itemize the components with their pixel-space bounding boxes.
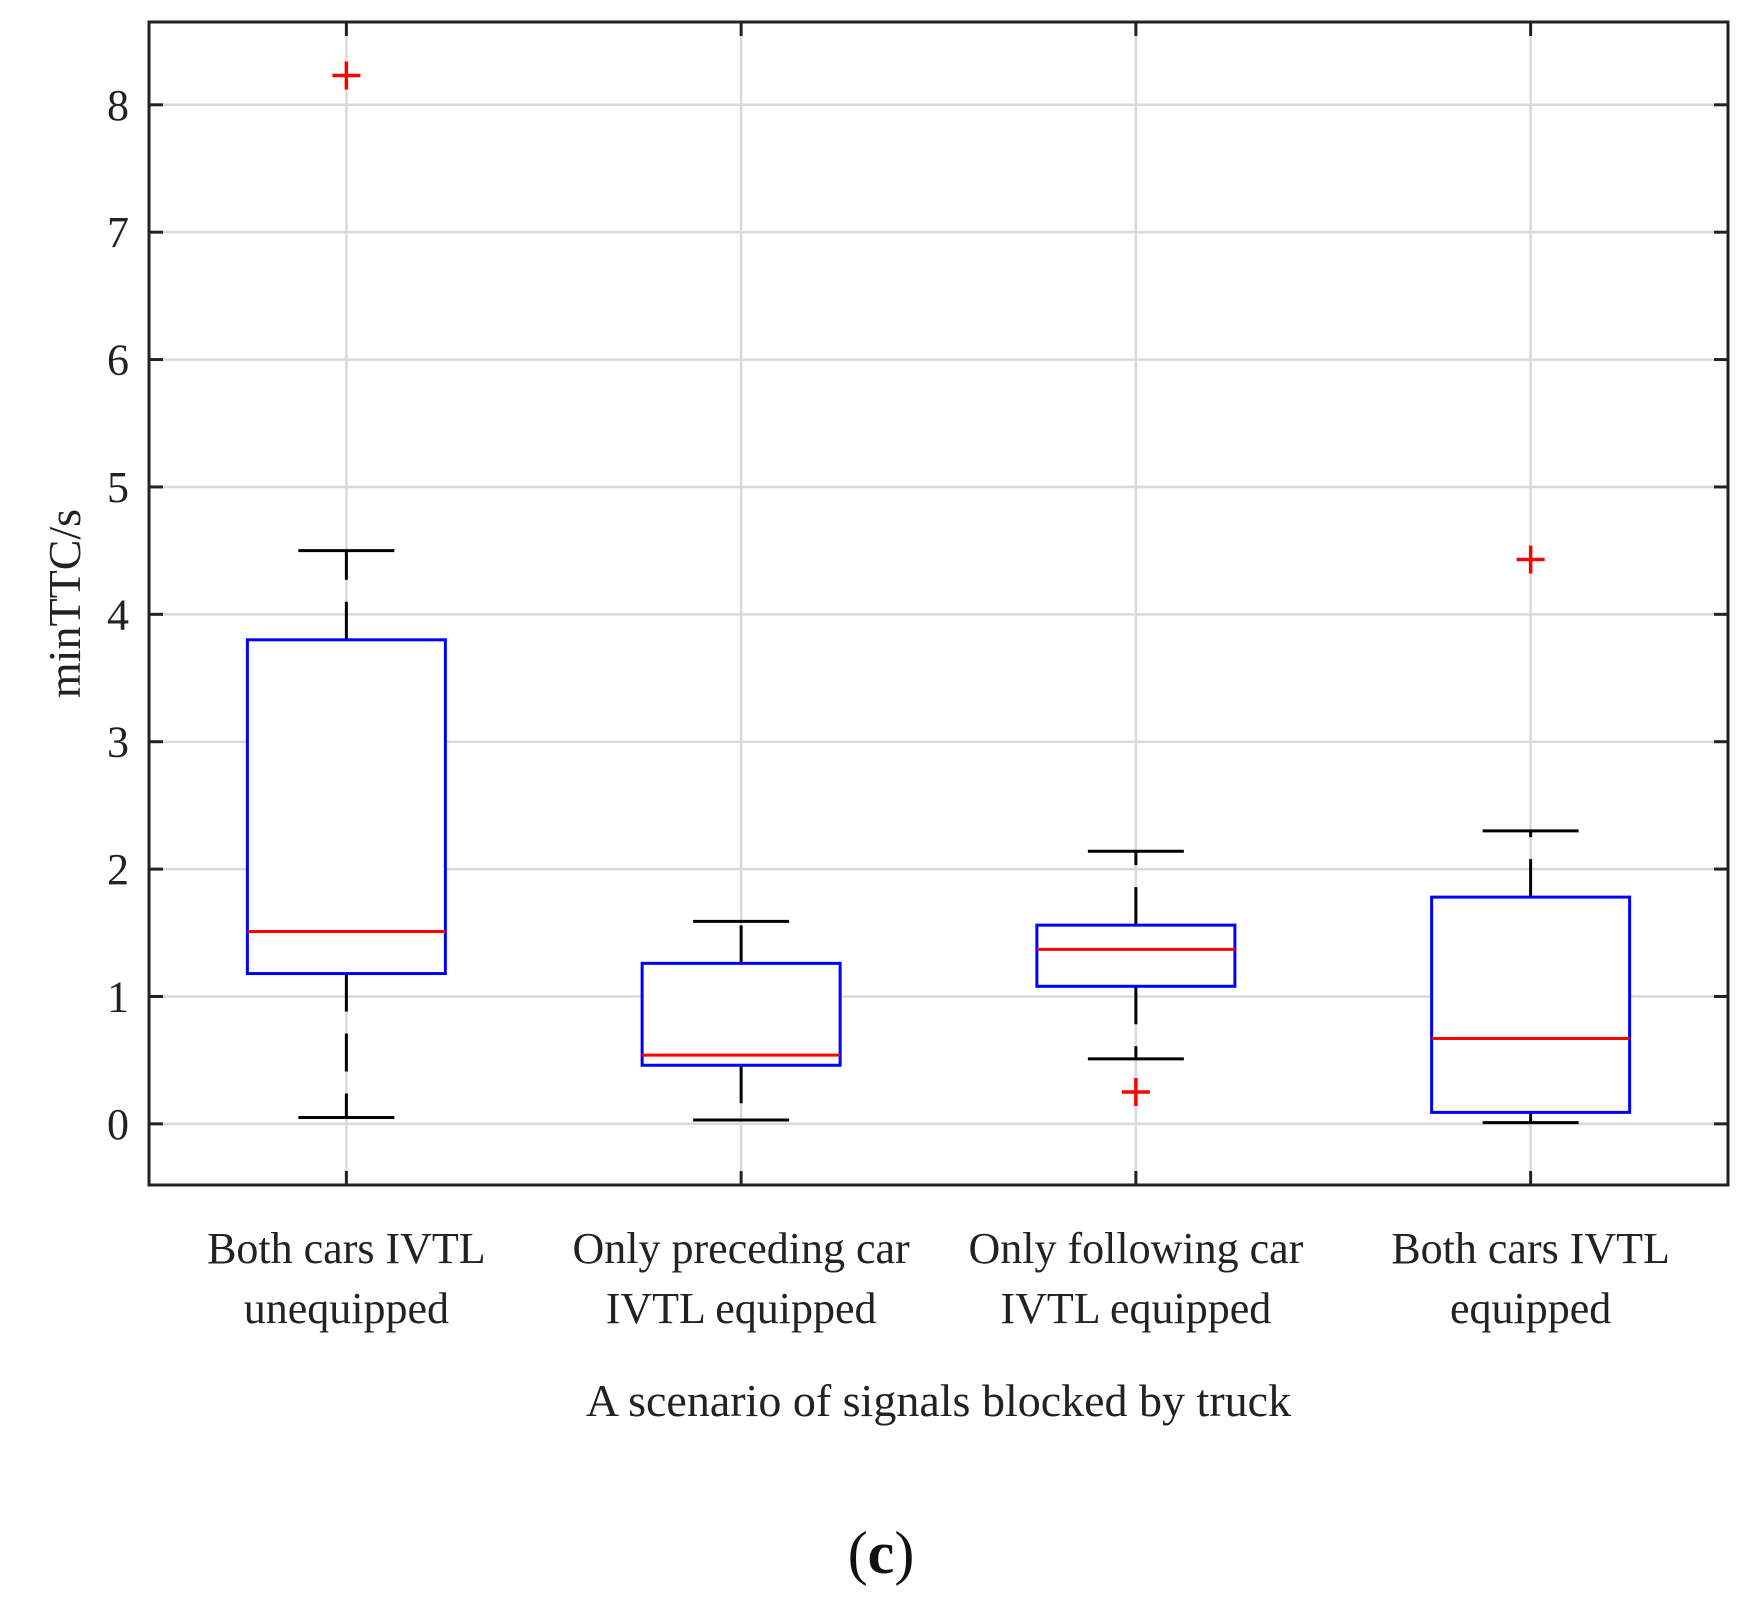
plot-frame: [147, 20, 1730, 1187]
x-category-label: equipped: [1450, 1284, 1611, 1333]
y-tick-label: 8: [107, 81, 129, 130]
y-axis-title: minTTC/s: [39, 509, 90, 698]
caption-close-paren: ): [894, 1520, 914, 1586]
y-tick-label: 1: [107, 972, 129, 1021]
caption-letter: c: [868, 1520, 895, 1586]
box-group: [245, 61, 447, 1119]
outlier-marker: [1121, 1078, 1150, 1107]
figure-caption: (c): [848, 1520, 915, 1586]
y-tick-label: 4: [107, 590, 129, 639]
outlier-marker: [332, 61, 361, 90]
y-tick-labels: 0 1 2 3 4 5 6 7 8: [107, 81, 129, 1149]
y-tick-label: 5: [107, 463, 129, 512]
caption-open-paren: (: [848, 1520, 868, 1586]
x-category-label: Both cars IVTL: [1391, 1224, 1670, 1273]
y-tick-label: 6: [107, 336, 129, 385]
iqr-box: [245, 638, 447, 976]
x-category-label: Only preceding car: [573, 1224, 911, 1273]
x-category-label: Only following car: [968, 1224, 1303, 1273]
iqr-box: [640, 961, 842, 1067]
box-series: [245, 61, 1632, 1125]
y-tick-label: 7: [107, 208, 129, 257]
box-group: [1430, 545, 1632, 1125]
y-tick-label: 2: [107, 845, 129, 894]
iqr-box: [1430, 895, 1632, 1114]
x-category-labels: Both cars IVTL unequipped Only preceding c…: [207, 1224, 1670, 1333]
x-category-label: unequipped: [244, 1284, 449, 1333]
y-tick-label: 3: [107, 718, 129, 767]
x-category-label: IVTL equipped: [1000, 1284, 1271, 1333]
x-axis-title: A scenario of signals blocked by truck: [586, 1375, 1291, 1426]
box-group: [1035, 849, 1237, 1107]
outlier-marker: [1516, 545, 1545, 574]
axis-ticks: [149, 22, 1728, 1185]
x-category-label: IVTL equipped: [606, 1284, 877, 1333]
iqr-box: [1035, 923, 1237, 988]
x-category-label: Both cars IVTL: [207, 1224, 486, 1273]
box-group: [640, 919, 842, 1122]
y-tick-label: 0: [107, 1100, 129, 1149]
